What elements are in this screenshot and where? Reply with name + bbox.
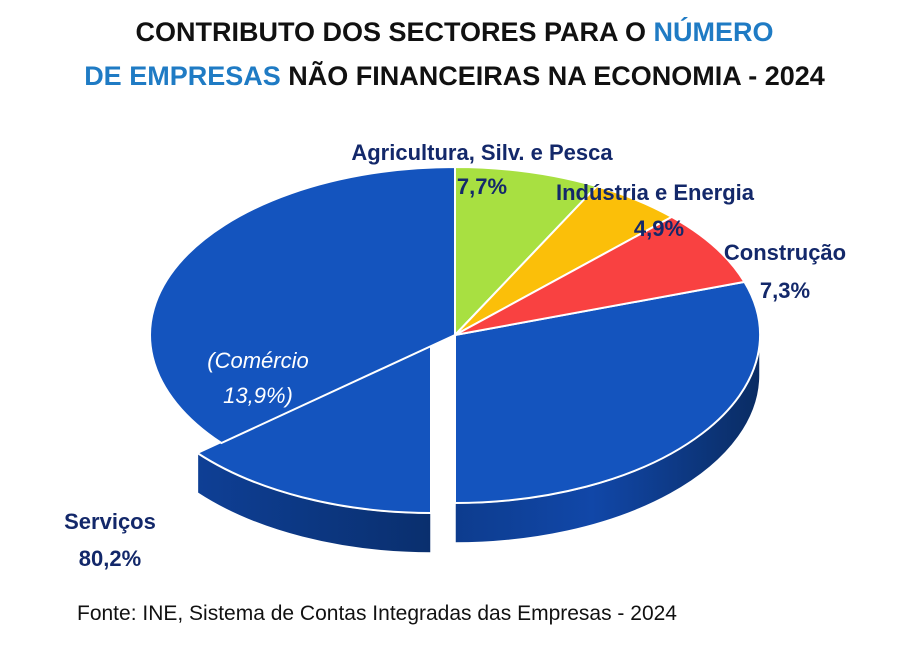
title-text-1: CONTRIBUTO DOS SECTORES PARA O [135,17,654,47]
slice-construcao [454,215,747,336]
title-highlight-2: DE EMPRESAS [84,61,281,91]
label-agricultura-name: Agricultura, Silv. e Pesca [351,140,613,165]
slice-comercio [195,343,432,515]
label-industria-value: 4,9% [634,216,684,241]
title-text-2: NÃO FINANCEIRAS NA ECONOMIA - 2024 [280,61,825,91]
chart-title-line-1: CONTRIBUTO DOS SECTORES PARA O NÚMERO [0,14,909,50]
title-highlight-1: NÚMERO [653,17,774,47]
chart-title-line-2: DE EMPRESAS NÃO FINANCEIRAS NA ECONOMIA … [0,58,909,94]
source-note: Fonte: INE, Sistema de Contas Integradas… [77,602,677,625]
label-comercio-value: 13,9%) [223,383,293,408]
label-servicos-value: 80,2% [79,546,141,571]
label-industria-name: Indústria e Energia [556,180,755,205]
label-servicos-name: Serviços [64,509,156,534]
label-construcao-value: 7,3% [760,278,810,303]
label-agricultura-value: 7,7% [457,174,507,199]
label-construcao-name: Construção [724,240,846,265]
label-comercio-name: (Comércio [207,348,308,373]
slice-servicos-back [149,165,456,445]
slice-agricultura [454,165,599,338]
slice-servicos-main [454,280,762,505]
